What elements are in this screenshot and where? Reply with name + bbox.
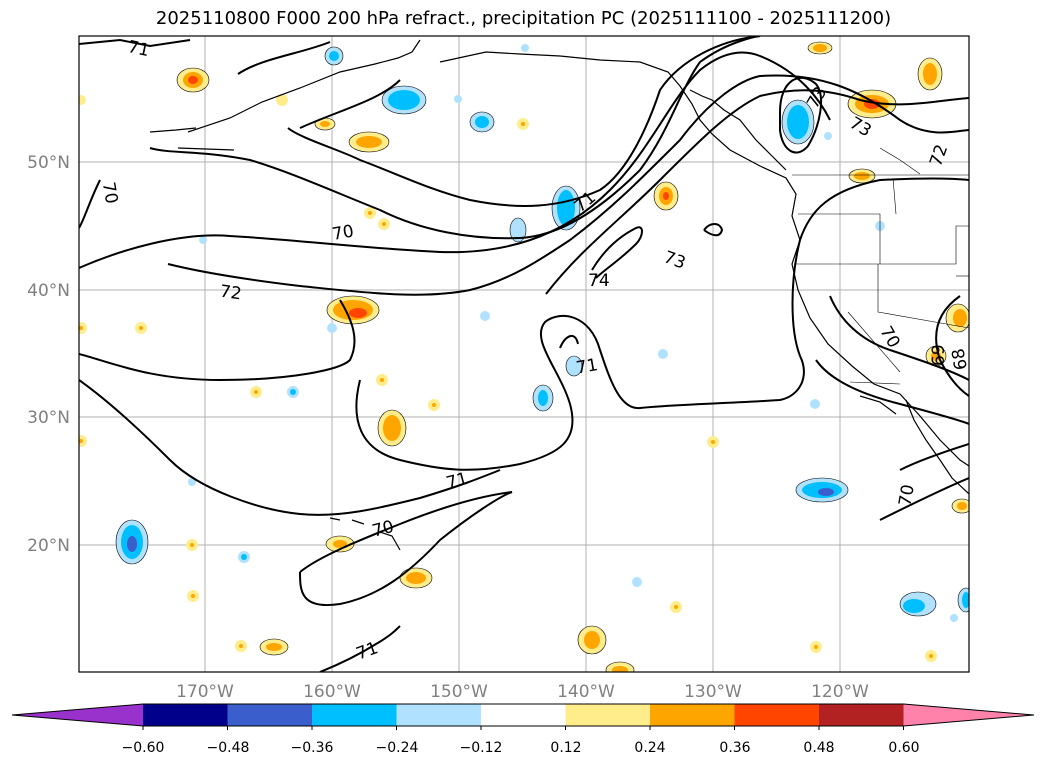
precip-blob-pos [348, 131, 390, 153]
precip-blob-neg [565, 355, 583, 377]
colorbar-segment [650, 704, 735, 726]
lat-label: 30°N [27, 408, 70, 428]
precip-blob-neg [469, 111, 495, 133]
colorbar [11, 703, 1035, 730]
precip-blob-pos [605, 661, 635, 672]
contour-label: 68 [948, 347, 971, 372]
precip-blob-pos [653, 181, 679, 211]
precip-blob-neg [324, 46, 344, 66]
colorbar-ticks: −0.60 −0.48 −0.36 −0.24 −0.12 0.12 0.24 … [122, 740, 920, 756]
lat-label: 20°N [27, 536, 70, 556]
contour-label: 70 [98, 181, 121, 206]
precip-blob-neg [899, 591, 937, 617]
lat-label: 50°N [27, 153, 70, 173]
precip-blob-neg [532, 384, 554, 412]
precip-blob-neg [795, 477, 849, 503]
contour-labels: 71 70 72 70 71 74 73 71 73 72 70 69 68 7… [98, 37, 971, 664]
colorbar-segment [819, 704, 904, 726]
precip-blob-pos [399, 567, 433, 589]
lon-label: 170°W [176, 682, 234, 702]
precip-blob-neg [115, 519, 149, 565]
contour-label: 70 [895, 483, 918, 508]
contour-label: 71 [354, 638, 381, 664]
longitude-labels: 170°W 160°W 150°W 140°W 130°W 120°W [176, 682, 869, 702]
precip-speckles [79, 44, 958, 662]
contour-label: 72 [926, 142, 952, 169]
lon-label: 150°W [430, 682, 488, 702]
precip-blob-pos [377, 409, 407, 447]
precip-blob-neg [509, 217, 527, 243]
lat-label: 40°N [27, 281, 70, 301]
precip-blob-pos [176, 67, 210, 93]
colorbar-segment [143, 704, 228, 726]
precip-blob-pos [847, 89, 897, 119]
precip-blob-neg [781, 99, 815, 145]
colorbar-tick-label: 0.60 [888, 740, 919, 756]
lon-label: 140°W [557, 682, 615, 702]
gridlines [79, 36, 969, 672]
colorbar-segment [565, 704, 651, 726]
lon-label: 160°W [303, 682, 361, 702]
precip-blob-pos [951, 498, 969, 514]
precip-blob-pos [848, 168, 876, 184]
precip-blob-pos [807, 41, 833, 55]
contour-label: 70 [331, 221, 356, 244]
colorbar-tick-label: −0.36 [291, 740, 334, 756]
contour-label: 70 [370, 517, 396, 542]
colorbar-tick-label: 0.48 [803, 740, 834, 756]
lon-label: 120°W [811, 682, 869, 702]
precip-blob-pos [917, 57, 943, 91]
latitude-labels: 50°N 40°N 30°N 20°N [27, 153, 70, 556]
contour-label: 71 [126, 37, 151, 61]
colorbar-segment [396, 704, 482, 726]
precip-blob-pos [259, 638, 289, 656]
colorbar-segment [903, 704, 1034, 726]
colorbar-segment [12, 704, 143, 726]
colorbar-segment [312, 704, 397, 726]
colorbar-tick-label: 0.24 [634, 740, 665, 756]
colorbar-tick-label: 0.36 [719, 740, 750, 756]
colorbar-tick-label: 0.12 [550, 740, 581, 756]
contour-label: 71 [575, 355, 600, 378]
coastlines [149, 39, 969, 551]
precip-blob-pos [326, 295, 380, 325]
colorbar-segment [227, 704, 313, 726]
contour-label: 71 [444, 469, 470, 494]
contour-label: 73 [661, 247, 688, 273]
colorbar-tick-label: −0.12 [460, 740, 503, 756]
contours [79, 36, 969, 672]
map-title: 2025110800 F000 200 hPa refract., precip… [155, 8, 892, 29]
contour-label: 72 [219, 282, 243, 305]
contour-label: 69 [929, 344, 949, 366]
colorbar-tick-label: −0.24 [376, 740, 419, 756]
precip-blob-neg [957, 587, 969, 613]
contour-label: 74 [588, 271, 610, 291]
colorbar-tick-label: −0.60 [122, 740, 165, 756]
plot-frame [78, 35, 970, 673]
colorbar-tick-label: −0.48 [207, 740, 250, 756]
precip-fills [79, 41, 969, 672]
contour-label: 70 [875, 323, 903, 352]
precip-blob-pos [577, 625, 607, 655]
colorbar-segment [481, 704, 566, 726]
precip-blob-neg [381, 85, 427, 115]
colorbar-segment [734, 704, 820, 726]
lon-label: 130°W [684, 682, 742, 702]
